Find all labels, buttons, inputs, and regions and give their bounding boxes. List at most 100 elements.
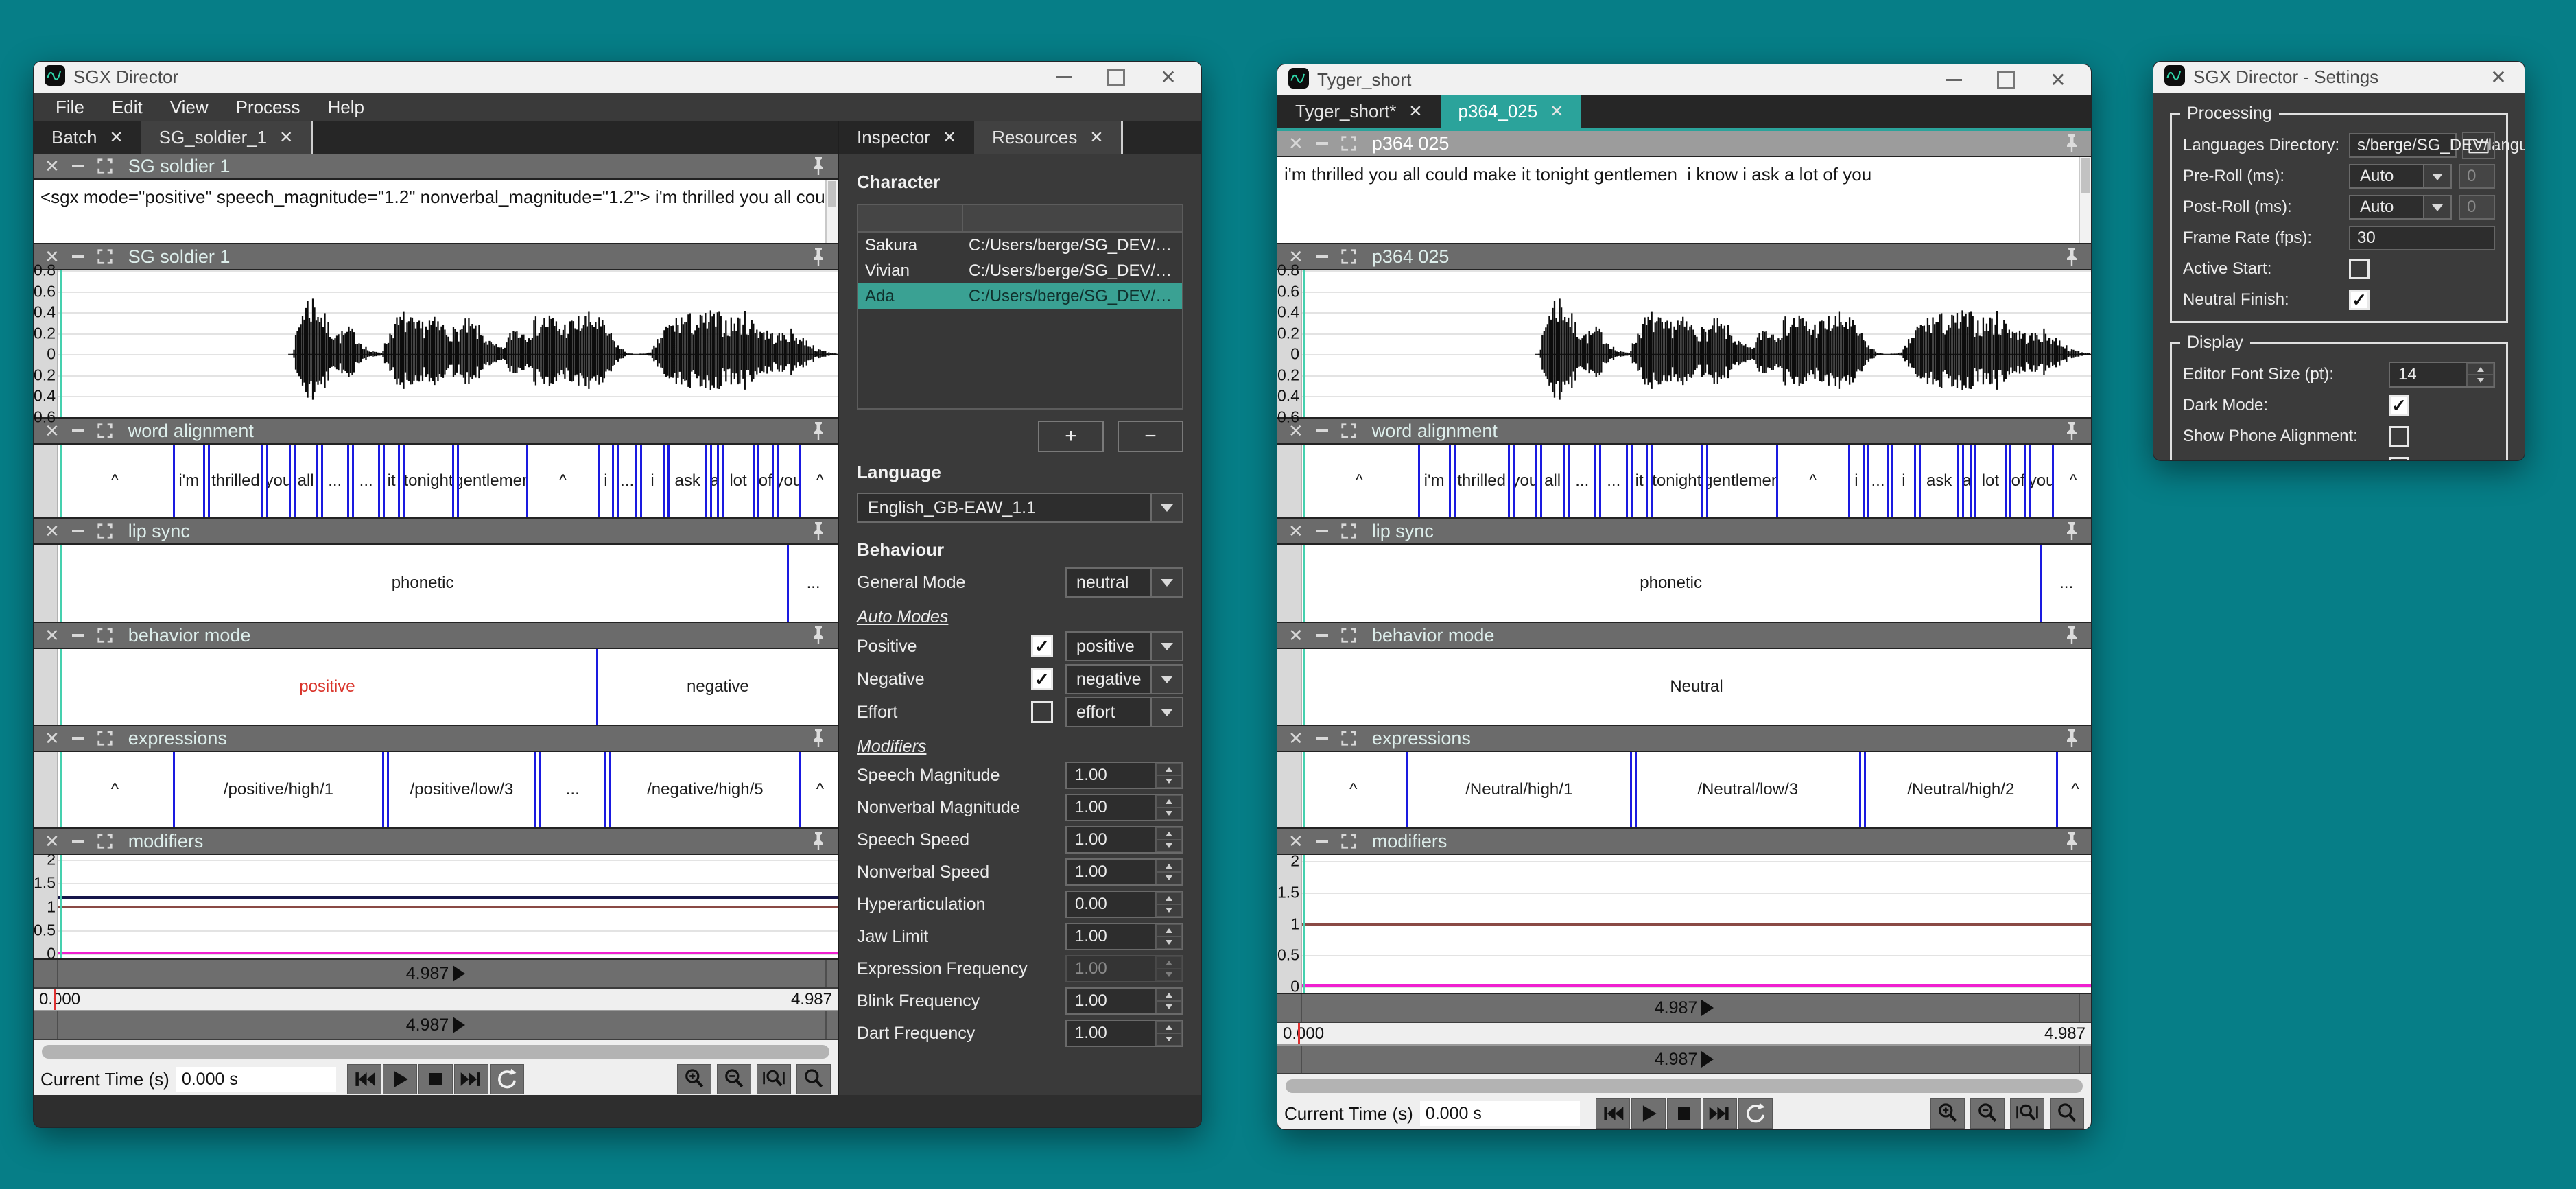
character-row[interactable]: SakuraC:/Users/berge/SG_DEV/SG_Characte.… bbox=[858, 233, 1182, 258]
loop-button[interactable] bbox=[1738, 1098, 1773, 1129]
segment[interactable]: you bbox=[266, 445, 291, 517]
panel-header[interactable]: ✕lip sync bbox=[34, 519, 838, 545]
playhead[interactable] bbox=[1303, 270, 1305, 417]
spin-up-button[interactable] bbox=[1156, 860, 1182, 872]
segment[interactable]: ask bbox=[667, 445, 707, 517]
playhead[interactable] bbox=[60, 270, 62, 417]
modifiers-track[interactable] bbox=[1302, 855, 2091, 993]
spin-up-button[interactable] bbox=[2468, 363, 2494, 375]
language-select[interactable]: English_GB-EAW_1.1 bbox=[857, 493, 1183, 523]
menu-help[interactable]: Help bbox=[314, 93, 378, 121]
maximize-button[interactable] bbox=[1984, 64, 2028, 95]
waveform-track[interactable] bbox=[1302, 270, 2091, 417]
timeline-range-slider[interactable]: 4.987 bbox=[1277, 994, 2091, 1023]
current-time-input[interactable]: 0.000 s bbox=[176, 1067, 336, 1092]
menu-process[interactable]: Process bbox=[222, 93, 314, 121]
modifier-spinbox[interactable]: 1.00 bbox=[1065, 826, 1183, 854]
timeline-range-slider-2[interactable]: 4.987 bbox=[1277, 1046, 2091, 1074]
spin-up-button[interactable] bbox=[1156, 795, 1182, 808]
panel-close-icon[interactable]: ✕ bbox=[45, 521, 60, 542]
show-spectrogram-checkbox[interactable] bbox=[2389, 457, 2409, 461]
modifier-curve[interactable] bbox=[1302, 984, 2091, 987]
spin-down-button[interactable] bbox=[1156, 904, 1182, 917]
dark-mode-checkbox[interactable]: ✓ bbox=[2389, 395, 2409, 416]
add-character-button[interactable]: + bbox=[1038, 421, 1104, 452]
segment[interactable]: ... bbox=[1568, 445, 1596, 517]
spin-down-button[interactable] bbox=[1156, 969, 1182, 981]
pin-icon[interactable] bbox=[810, 156, 827, 176]
panel-header[interactable]: ✕p364 025 bbox=[1277, 244, 2091, 270]
play-button[interactable] bbox=[1631, 1098, 1666, 1129]
panel-close-icon[interactable]: ✕ bbox=[1288, 625, 1303, 646]
panel-header[interactable]: ✕SG soldier 1 bbox=[34, 154, 838, 180]
tab-p364-025[interactable]: p364_025 ✕ bbox=[1441, 95, 1582, 128]
play-button[interactable] bbox=[383, 1064, 417, 1094]
panel-float-icon[interactable] bbox=[1340, 730, 1357, 746]
show-phone-alignment-checkbox[interactable] bbox=[2389, 426, 2409, 447]
segment[interactable]: ^ bbox=[803, 445, 838, 517]
text-editor[interactable]: <sgx mode="positive" speech_magnitude="1… bbox=[34, 180, 838, 244]
playhead[interactable] bbox=[1303, 752, 1305, 827]
modifier-spinbox[interactable]: 0.00 bbox=[1065, 891, 1183, 918]
playhead[interactable] bbox=[60, 752, 62, 827]
behavior-mode-track[interactable]: positivenegative bbox=[58, 649, 838, 725]
editor-font-size-spinner[interactable]: 14 bbox=[2389, 362, 2495, 388]
scrollbar-horizontal[interactable] bbox=[1286, 1079, 2083, 1093]
panel-header[interactable]: ✕expressions bbox=[34, 726, 838, 752]
panel-close-icon[interactable]: ✕ bbox=[45, 831, 60, 852]
segment[interactable]: i'm bbox=[173, 445, 205, 517]
segment[interactable]: phonetic bbox=[1302, 545, 2040, 622]
segment[interactable]: lot bbox=[722, 445, 754, 517]
waveform-track[interactable] bbox=[58, 270, 838, 417]
segment[interactable]: /Neutral/high/2 bbox=[1864, 752, 2059, 827]
playhead[interactable] bbox=[1303, 445, 1305, 517]
spin-down-button[interactable] bbox=[1156, 840, 1182, 852]
segment[interactable]: you bbox=[2029, 445, 2054, 517]
playhead[interactable] bbox=[1303, 855, 1305, 993]
character-row[interactable]: AdaC:/Users/berge/SG_DEV/SG_Characte... bbox=[858, 283, 1182, 309]
panel-float-icon[interactable] bbox=[1340, 135, 1357, 152]
lip-sync-track[interactable]: phonetic... bbox=[1302, 545, 2091, 622]
segment[interactable]: ^ bbox=[1302, 752, 1405, 827]
segment[interactable]: i bbox=[1848, 445, 1865, 517]
modifiers-track[interactable] bbox=[58, 855, 838, 958]
segment[interactable]: gentlemen bbox=[1706, 445, 1778, 517]
panel-float-icon[interactable] bbox=[97, 730, 113, 746]
segment[interactable]: all bbox=[1540, 445, 1565, 517]
modifier-curve[interactable] bbox=[58, 952, 838, 954]
character-table[interactable]: SakuraC:/Users/berge/SG_DEV/SG_Characte.… bbox=[857, 204, 1183, 410]
panel-float-icon[interactable] bbox=[1340, 423, 1357, 439]
panel-float-icon[interactable] bbox=[1340, 833, 1357, 849]
segment[interactable]: ... bbox=[539, 752, 606, 827]
pin-icon[interactable] bbox=[2064, 521, 2080, 541]
tab-sg-soldier-1[interactable]: SG_soldier_1 ✕ bbox=[141, 121, 314, 154]
panel-header[interactable]: ✕modifiers bbox=[1277, 829, 2091, 855]
zoom-selection-button[interactable] bbox=[2010, 1098, 2044, 1129]
tab-close-icon[interactable]: ✕ bbox=[279, 128, 293, 148]
panel-close-icon[interactable]: ✕ bbox=[1288, 521, 1303, 542]
pin-icon[interactable] bbox=[810, 625, 827, 646]
segment[interactable]: i bbox=[598, 445, 614, 517]
panel-float-icon[interactable] bbox=[1340, 627, 1357, 644]
panel-minimize-icon[interactable] bbox=[1316, 634, 1328, 637]
panel-minimize-icon[interactable] bbox=[72, 530, 84, 532]
spin-down-button[interactable] bbox=[1156, 872, 1182, 884]
modifier-curve[interactable] bbox=[58, 896, 838, 899]
panel-minimize-icon[interactable] bbox=[72, 165, 84, 167]
panel-close-icon[interactable]: ✕ bbox=[1288, 133, 1303, 154]
panel-minimize-icon[interactable] bbox=[72, 634, 84, 637]
segment[interactable]: /Neutral/low/3 bbox=[1635, 752, 1861, 827]
timeline-range-slider-2[interactable]: 4.987 bbox=[34, 1011, 838, 1040]
modifier-spinbox[interactable]: 1.00 bbox=[1065, 923, 1183, 950]
scrollbar-horizontal[interactable] bbox=[42, 1045, 829, 1059]
panel-header[interactable]: ✕behavior mode bbox=[1277, 623, 2091, 649]
pin-icon[interactable] bbox=[810, 421, 827, 441]
panel-minimize-icon[interactable] bbox=[1316, 840, 1328, 843]
panel-minimize-icon[interactable] bbox=[1316, 255, 1328, 258]
slider-handle-icon[interactable] bbox=[1701, 1000, 1714, 1016]
panel-header[interactable]: ✕expressions bbox=[1277, 726, 2091, 752]
word-alignment-track[interactable]: ^i'mthrilledyouall......ittonightgentlem… bbox=[1302, 445, 2091, 517]
tab-batch[interactable]: Batch ✕ bbox=[34, 121, 141, 154]
post-roll-mode-select[interactable]: Auto bbox=[2349, 195, 2452, 220]
spin-up-button[interactable] bbox=[1156, 956, 1182, 969]
